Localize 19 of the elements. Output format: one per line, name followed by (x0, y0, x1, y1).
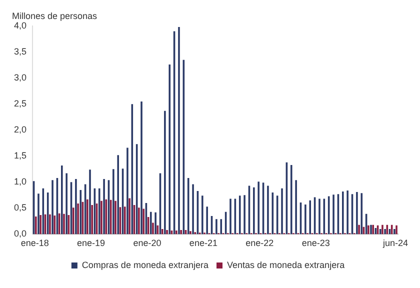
y-tick-label: 1,5 (14, 150, 27, 161)
y-tick-label: 3,0 (14, 72, 27, 83)
legend-label: Ventas de moneda extranjera (226, 260, 345, 270)
x-tick-label: ene-19 (77, 238, 106, 248)
legend-label: Compras de moneda extranjera (82, 260, 209, 270)
x-tick-label: ene-18 (20, 238, 49, 248)
y-tick-label: 2,5 (14, 98, 27, 109)
x-tick-label: ene-21 (189, 238, 218, 248)
x-tick-label: ene-22 (246, 238, 274, 248)
x-tick-label: ene-23 (302, 238, 330, 248)
y-tick-label: 4,0 (14, 20, 27, 30)
y-axis-title: Millones de personas (12, 10, 98, 21)
y-tick-label: 1,0 (14, 176, 27, 187)
y-tick-label: 0,5 (14, 202, 27, 213)
y-tick-label: 0,0 (14, 228, 27, 239)
y-tick-label: 2,0 (14, 124, 27, 135)
x-tick-label: jun-24 (382, 238, 408, 248)
y-tick-label: 3,5 (14, 46, 27, 57)
x-tick-label: ene-20 (133, 238, 162, 248)
